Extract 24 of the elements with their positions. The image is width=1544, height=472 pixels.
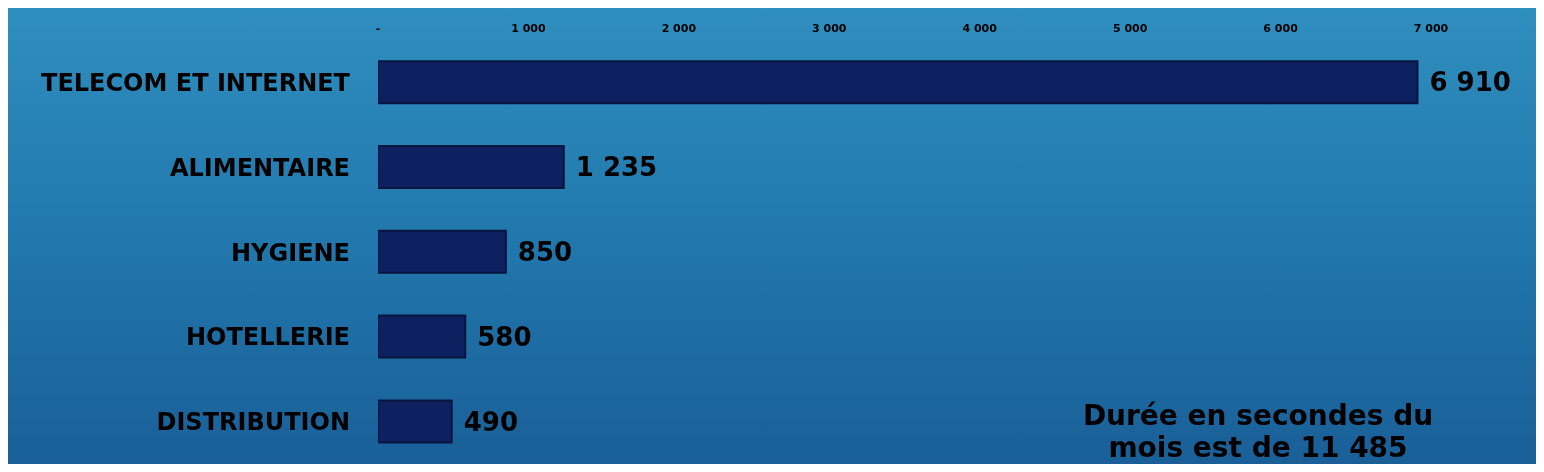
x-tick-label: 6 000 — [1263, 22, 1299, 35]
annotation: Durée en secondes du mois est de 11 485 — [1081, 399, 1435, 464]
data-label: 580 — [477, 321, 532, 352]
y-tick-label: HYGIENE — [231, 238, 350, 267]
x-tick-label: 2 000 — [661, 22, 697, 35]
data-label: 6 910 — [1429, 67, 1511, 98]
y-tick-label: TELECOM ET INTERNET — [41, 68, 351, 97]
bar — [378, 60, 1419, 105]
bar — [378, 399, 453, 444]
x-tick-label: 1 000 — [511, 22, 546, 35]
data-label: 850 — [517, 236, 573, 267]
y-tick-label: DISTRIBUTION — [156, 408, 350, 437]
y-tick-label: ALIMENTAIRE — [169, 153, 350, 182]
bar — [378, 229, 507, 274]
x-tick-label: 3 000 — [812, 22, 847, 35]
y-tick-label: HOTELLERIE — [185, 323, 350, 352]
x-tick-label: - — [375, 22, 381, 35]
bar — [378, 145, 565, 189]
bar — [378, 314, 467, 359]
data-label: 490 — [463, 406, 518, 437]
x-tick-label: 7 000 — [1413, 22, 1449, 35]
data-label: 1 235 — [575, 152, 658, 183]
x-tick-label: 4 000 — [962, 22, 998, 35]
x-tick-label: 5 000 — [1112, 22, 1148, 35]
